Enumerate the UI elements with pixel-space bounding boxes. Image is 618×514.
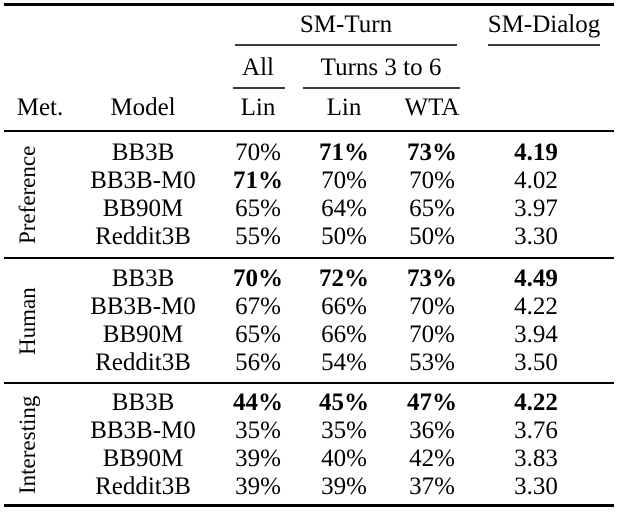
model-cell: BB3B [111, 389, 175, 416]
value-cell: 55% [235, 223, 281, 250]
header-sm-dialog: SM-Dialog [487, 11, 601, 38]
metric-label-interesting: Interesting [15, 395, 40, 495]
value-cell: 39% [235, 473, 281, 500]
value-cell: 71% [233, 167, 283, 194]
model-cell: Reddit3B [95, 223, 191, 250]
value-cell: 70% [409, 321, 455, 348]
value-cell: 35% [235, 417, 281, 444]
table-row: BB3B 70% 71% 73% 4.19 [8, 139, 596, 167]
value-cell: 39% [321, 473, 367, 500]
group-preference: Preference BB3B 70% 71% 73% 4.19 BB3B-M0… [8, 139, 596, 251]
value-cell: 65% [409, 195, 455, 222]
model-cell: BB90M [102, 321, 184, 348]
value-cell: 64% [321, 195, 367, 222]
cmidrule-sm-dialog [488, 44, 600, 46]
dialog-value-cell: 4.19 [514, 139, 558, 166]
value-cell: 53% [409, 349, 455, 376]
model-cell: Reddit3B [95, 349, 191, 376]
metric-label-human: Human [15, 287, 40, 355]
table-row: BB3B 44% 45% 47% 4.22 [8, 389, 596, 417]
value-cell: 66% [321, 293, 367, 320]
value-cell: 45% [319, 389, 369, 416]
value-cell: 70% [321, 167, 367, 194]
value-cell: 50% [321, 223, 367, 250]
value-cell: 65% [235, 195, 281, 222]
table-row: BB3B 70% 72% 73% 4.49 [8, 265, 596, 293]
value-cell: 72% [319, 265, 369, 292]
cmidrule-all [233, 87, 285, 89]
header-all: All [242, 54, 274, 81]
value-cell: 73% [407, 265, 457, 292]
header-lin-turns: Lin [326, 94, 362, 121]
table-row: BB90M 39% 40% 42% 3.83 [8, 445, 596, 473]
value-cell: 70% [235, 139, 281, 166]
dialog-value-cell: 3.50 [514, 349, 558, 376]
value-cell: 42% [409, 445, 455, 472]
table-row: BB3B-M0 71% 70% 70% 4.02 [8, 167, 596, 195]
model-cell: Reddit3B [95, 473, 191, 500]
value-cell: 65% [235, 321, 281, 348]
dialog-value-cell: 4.49 [514, 265, 558, 292]
header-model: Model [110, 94, 176, 121]
dialog-value-cell: 3.94 [514, 321, 558, 348]
model-cell: BB3B-M0 [90, 293, 196, 320]
dialog-value-cell: 4.02 [514, 167, 558, 194]
table-row: BB3B-M0 35% 35% 36% 3.76 [8, 417, 596, 445]
dialog-value-cell: 3.30 [514, 473, 558, 500]
header-met: Met. [16, 94, 64, 121]
header-turns-3-to-6: Turns 3 to 6 [320, 54, 442, 81]
value-cell: 70% [409, 293, 455, 320]
value-cell: 67% [235, 293, 281, 320]
header-wta: WTA [404, 94, 460, 121]
header-midrule [4, 130, 614, 132]
bottomrule [4, 504, 614, 507]
model-cell: BB3B [111, 139, 175, 166]
header-lin-all: Lin [240, 94, 276, 121]
value-cell: 50% [409, 223, 455, 250]
table-row: Reddit3B 39% 39% 37% 3.30 [8, 473, 596, 501]
model-cell: BB90M [102, 195, 184, 222]
dialog-value-cell: 3.30 [514, 223, 558, 250]
group-interesting: Interesting BB3B 44% 45% 47% 4.22 BB3B-M… [8, 389, 596, 501]
dialog-value-cell: 3.97 [514, 195, 558, 222]
value-cell: 35% [321, 417, 367, 444]
metric-label-preference: Preference [15, 145, 40, 245]
dialog-value-cell: 4.22 [514, 389, 558, 416]
header-sm-turn: SM-Turn [299, 11, 393, 38]
table-row: BB90M 65% 64% 65% 3.97 [8, 195, 596, 223]
value-cell: 39% [235, 445, 281, 472]
table-row: BB90M 65% 66% 70% 3.94 [8, 321, 596, 349]
model-cell: BB3B [111, 265, 175, 292]
model-cell: BB3B-M0 [90, 417, 196, 444]
group-human: Human BB3B 70% 72% 73% 4.49 BB3B-M0 67% … [8, 265, 596, 377]
dialog-value-cell: 3.83 [514, 445, 558, 472]
value-cell: 54% [321, 349, 367, 376]
group-separator-1 [4, 257, 614, 259]
value-cell: 73% [407, 139, 457, 166]
value-cell: 47% [407, 389, 457, 416]
value-cell: 71% [319, 139, 369, 166]
model-cell: BB3B-M0 [90, 167, 196, 194]
value-cell: 70% [409, 167, 455, 194]
table-row: BB3B-M0 67% 66% 70% 4.22 [8, 293, 596, 321]
column-header-row: Met. Model Lin Lin WTA [8, 92, 596, 124]
dialog-value-cell: 4.22 [514, 293, 558, 320]
table-row: Reddit3B 55% 50% 50% 3.30 [8, 223, 596, 251]
table-row: Reddit3B 56% 54% 53% 3.50 [8, 349, 596, 377]
value-cell: 56% [235, 349, 281, 376]
value-cell: 70% [233, 265, 283, 292]
dialog-value-cell: 3.76 [514, 417, 558, 444]
value-cell: 36% [409, 417, 455, 444]
cmidrule-turns [303, 87, 460, 89]
model-cell: BB90M [102, 445, 184, 472]
group-separator-2 [4, 382, 614, 384]
value-cell: 37% [409, 473, 455, 500]
value-cell: 66% [321, 321, 367, 348]
cmidrule-sm-turn [235, 44, 457, 46]
value-cell: 40% [321, 445, 367, 472]
value-cell: 44% [233, 389, 283, 416]
toprule [4, 3, 614, 6]
